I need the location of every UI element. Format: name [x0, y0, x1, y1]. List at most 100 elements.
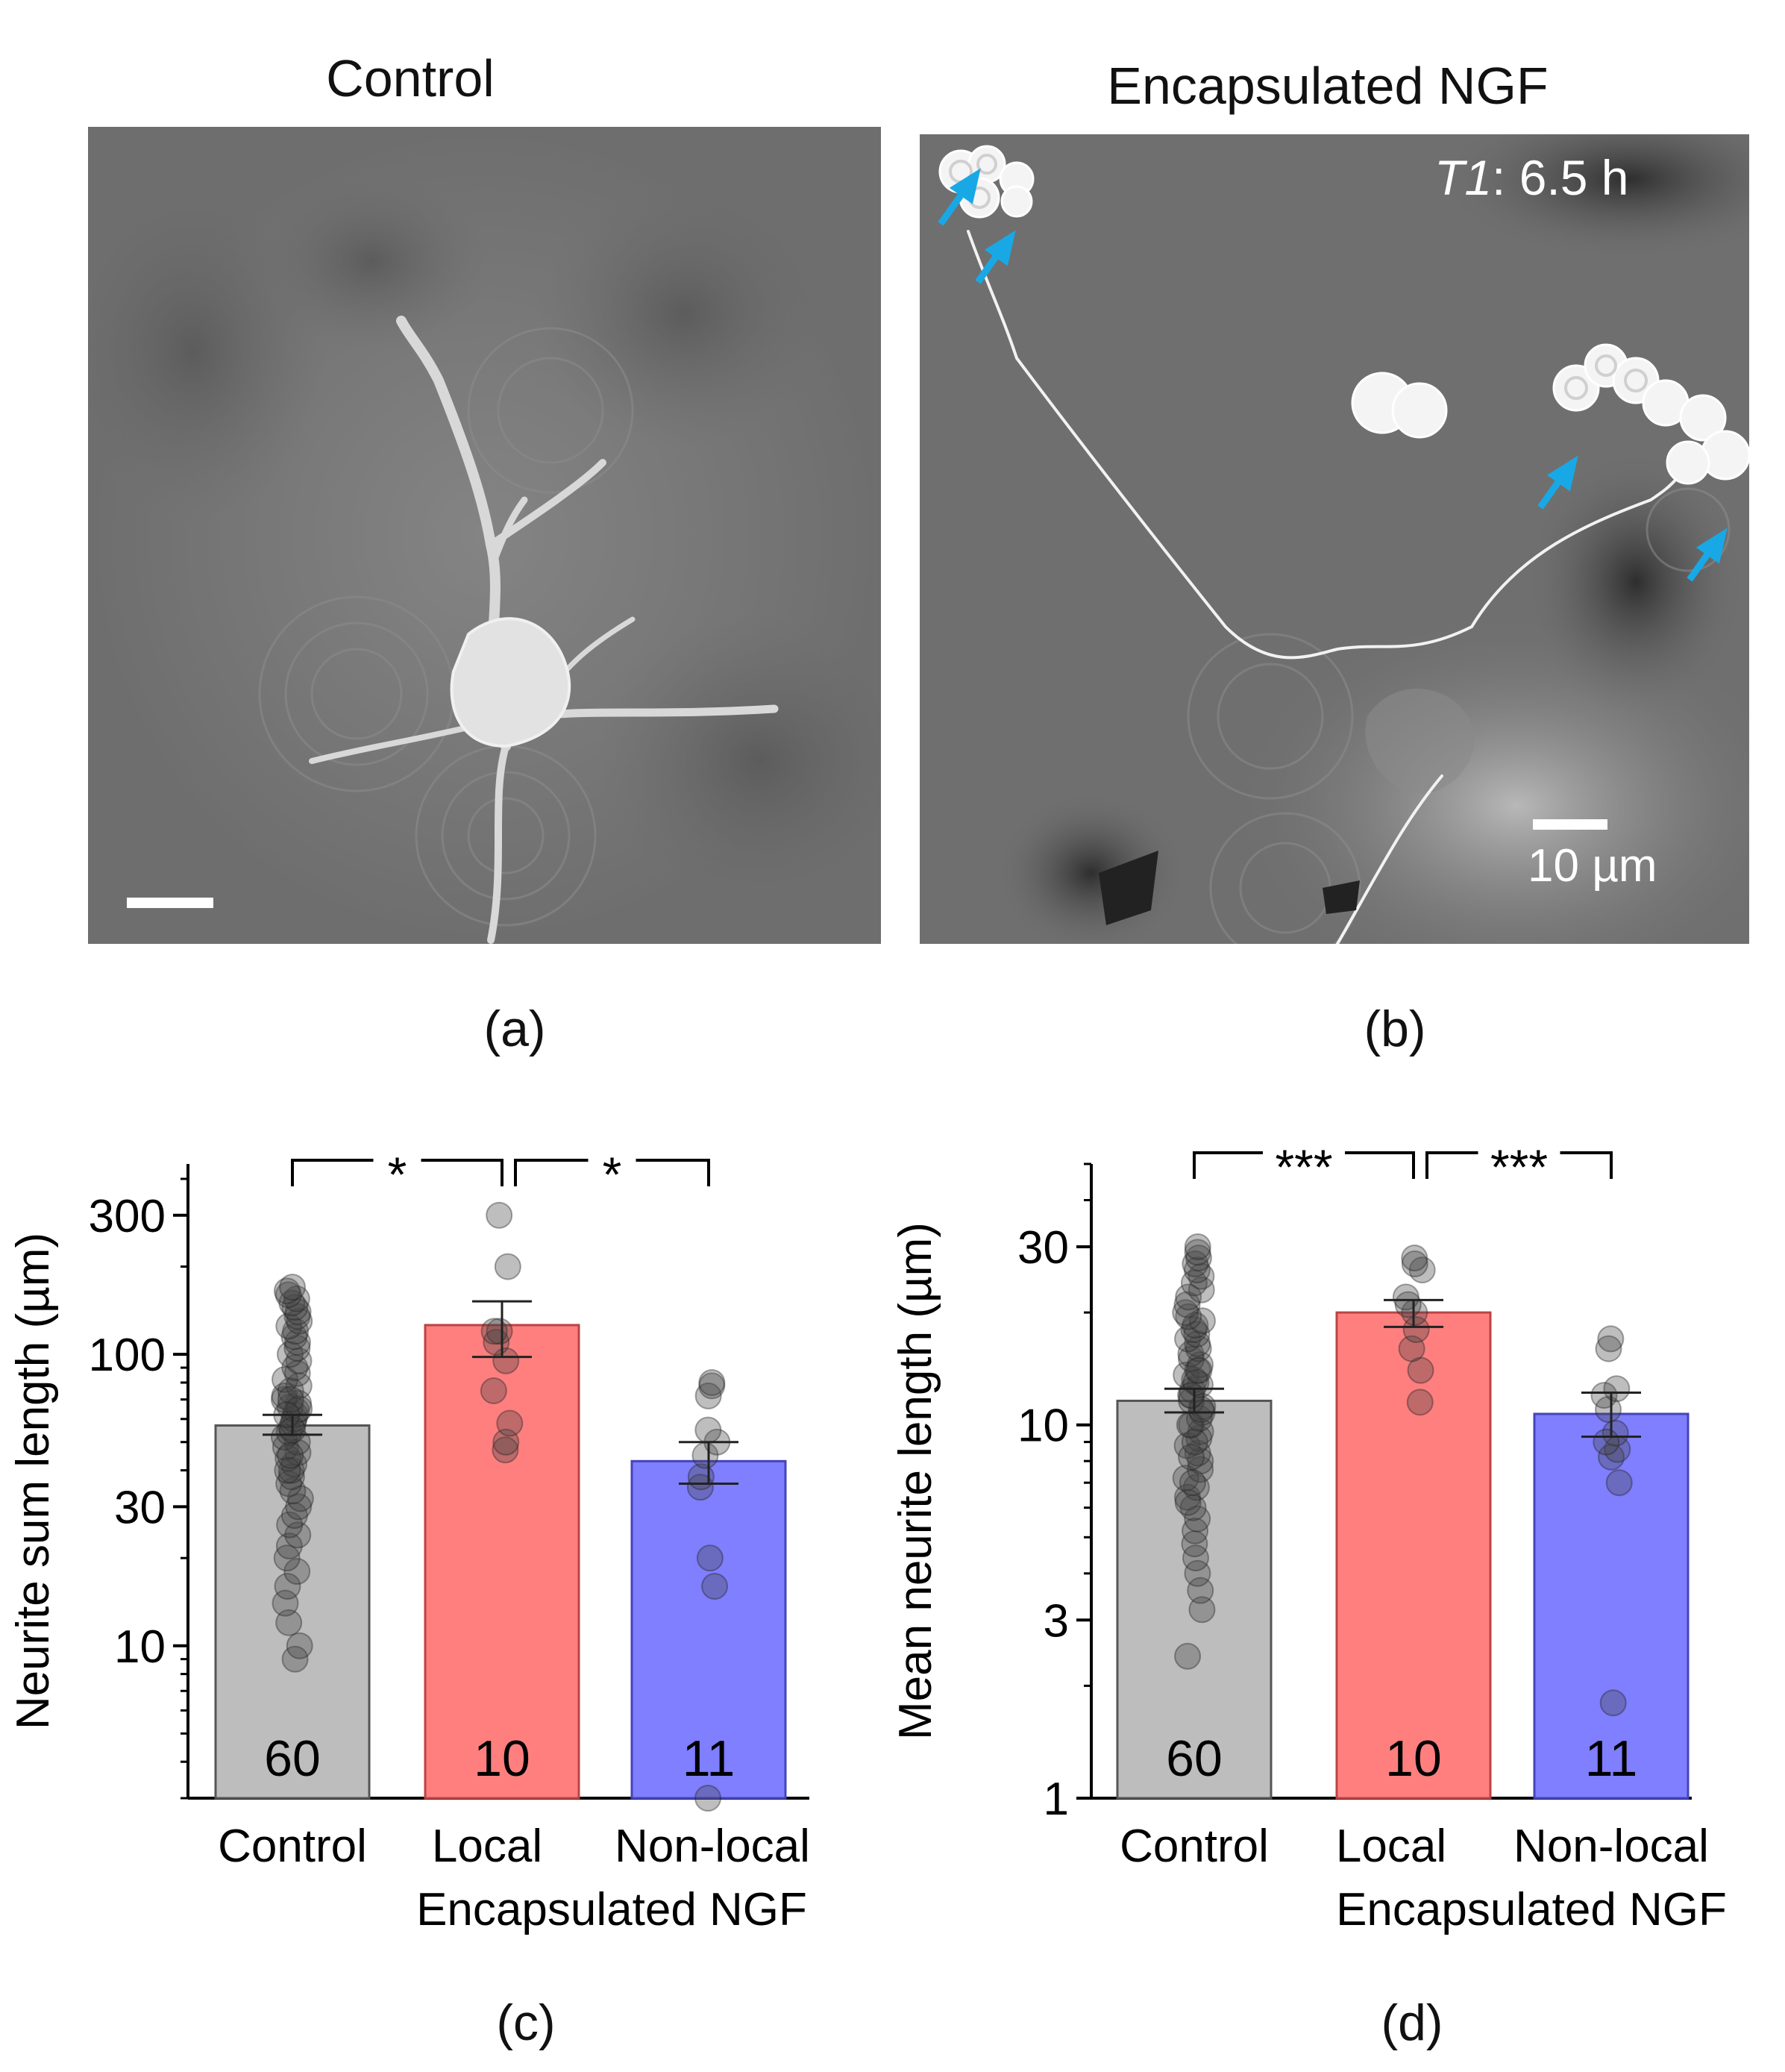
data-point: [1185, 1335, 1212, 1362]
n-label: 60: [264, 1730, 321, 1787]
data-point: [278, 1289, 306, 1317]
bar-1: [424, 1324, 580, 1800]
data-point: [277, 1377, 304, 1404]
data-point: [1172, 1299, 1199, 1327]
data-point: [492, 1436, 519, 1464]
scale-bar-b: [1533, 819, 1607, 830]
data-point: [1401, 1244, 1428, 1271]
data-point: [1602, 1419, 1629, 1447]
data-point: [1597, 1325, 1625, 1353]
data-point: [286, 1307, 313, 1335]
data-point: [1175, 1303, 1202, 1330]
data-point: [1178, 1443, 1205, 1471]
data-point: [280, 1323, 308, 1350]
data-point: [1184, 1356, 1211, 1384]
data-point: [281, 1645, 309, 1673]
significance-label: *: [388, 1147, 407, 1202]
significance-label: ***: [1490, 1139, 1548, 1195]
data-point: [480, 1318, 508, 1345]
scale-bar-a: [127, 898, 213, 908]
data-point: [276, 1393, 304, 1421]
data-point: [270, 1424, 298, 1451]
panel-d-label: (d): [1381, 1994, 1443, 2051]
group-label: Encapsulated NGF: [416, 1884, 807, 1935]
y-axis-label: Mean neurite length (µm): [890, 1222, 941, 1740]
data-point: [276, 1511, 304, 1539]
data-point: [1402, 1315, 1430, 1343]
data-point: [277, 1386, 304, 1413]
data-point: [280, 1405, 308, 1433]
data-point: [1188, 1276, 1215, 1303]
bracket-left: [1193, 1151, 1263, 1179]
data-point: [1392, 1283, 1419, 1311]
data-point: [494, 1253, 521, 1280]
data-point: [282, 1318, 310, 1345]
data-point: [283, 1285, 310, 1312]
data-point: [285, 1493, 313, 1521]
y-tick-label: 30: [114, 1482, 166, 1533]
bracket-left: [291, 1159, 374, 1186]
data-point: [698, 1372, 726, 1400]
data-point: [1599, 1689, 1627, 1717]
data-point: [1187, 1418, 1214, 1445]
data-point: [1174, 1325, 1202, 1353]
data-point: [1175, 1283, 1202, 1311]
data-point: [284, 1521, 312, 1549]
data-point: [1182, 1250, 1209, 1277]
data-point: [1183, 1256, 1211, 1284]
data-point: [1184, 1439, 1211, 1467]
data-point: [273, 1277, 301, 1305]
data-point: [486, 1318, 513, 1345]
data-point: [492, 1347, 520, 1374]
data-point: [1184, 1505, 1211, 1533]
data-point: [1179, 1376, 1206, 1403]
data-point: [1181, 1530, 1208, 1558]
data-point: [1178, 1345, 1205, 1373]
encapsulated-ngf-micrograph: T1: 6.5 h 10 µm: [920, 134, 1749, 944]
data-point: [1605, 1469, 1633, 1497]
ngf-micrograph-drawing: [920, 134, 1749, 944]
significance-label: *: [603, 1147, 622, 1202]
data-point: [1173, 1432, 1201, 1459]
data-point: [275, 1470, 303, 1497]
bar-0: [1116, 1399, 1273, 1800]
data-point: [1172, 1465, 1199, 1492]
data-point: [1182, 1312, 1209, 1339]
data-point: [1188, 1262, 1215, 1290]
data-point: [283, 1334, 311, 1362]
y-tick-label: 10: [114, 1621, 166, 1673]
data-point: [1182, 1517, 1209, 1544]
category-label: Non-local: [1513, 1821, 1709, 1872]
chart-mean-neurite-length: 1 3 10 30 Mean neurite length (µm) 60 Control 1…: [890, 1139, 1727, 1935]
data-point: [1188, 1596, 1216, 1624]
data-point: [283, 1303, 311, 1330]
data-point: [698, 1369, 726, 1397]
n-label: 11: [683, 1730, 735, 1787]
data-point: [272, 1365, 299, 1393]
data-point: [1185, 1424, 1213, 1452]
n-label: 10: [1385, 1730, 1442, 1787]
data-point: [1406, 1389, 1434, 1416]
significance-bracket: ***: [1425, 1139, 1613, 1195]
arrow-icon: [938, 168, 1728, 582]
data-point: [1182, 1544, 1209, 1572]
data-point: [274, 1573, 301, 1600]
data-point: [486, 1201, 513, 1229]
data-point: [1184, 1233, 1211, 1260]
data-point: [1408, 1256, 1436, 1284]
y-tick-label: 3: [1044, 1595, 1069, 1647]
y-axis-label: Neurite sum length (µm): [7, 1233, 59, 1730]
n-label: 60: [1166, 1730, 1223, 1787]
data-point: [1183, 1321, 1211, 1348]
data-point: [1180, 1315, 1208, 1343]
data-point: [1187, 1350, 1214, 1378]
data-point: [275, 1533, 303, 1560]
panel-b-title: Encapsulated NGF: [1107, 57, 1549, 115]
data-point: [1180, 1269, 1208, 1297]
data-point: [1173, 1483, 1201, 1511]
data-point: [283, 1359, 311, 1387]
data-point: [694, 1416, 722, 1444]
data-point: [492, 1428, 520, 1456]
data-point: [701, 1573, 729, 1600]
panel-b-label: (b): [1364, 1001, 1426, 1057]
